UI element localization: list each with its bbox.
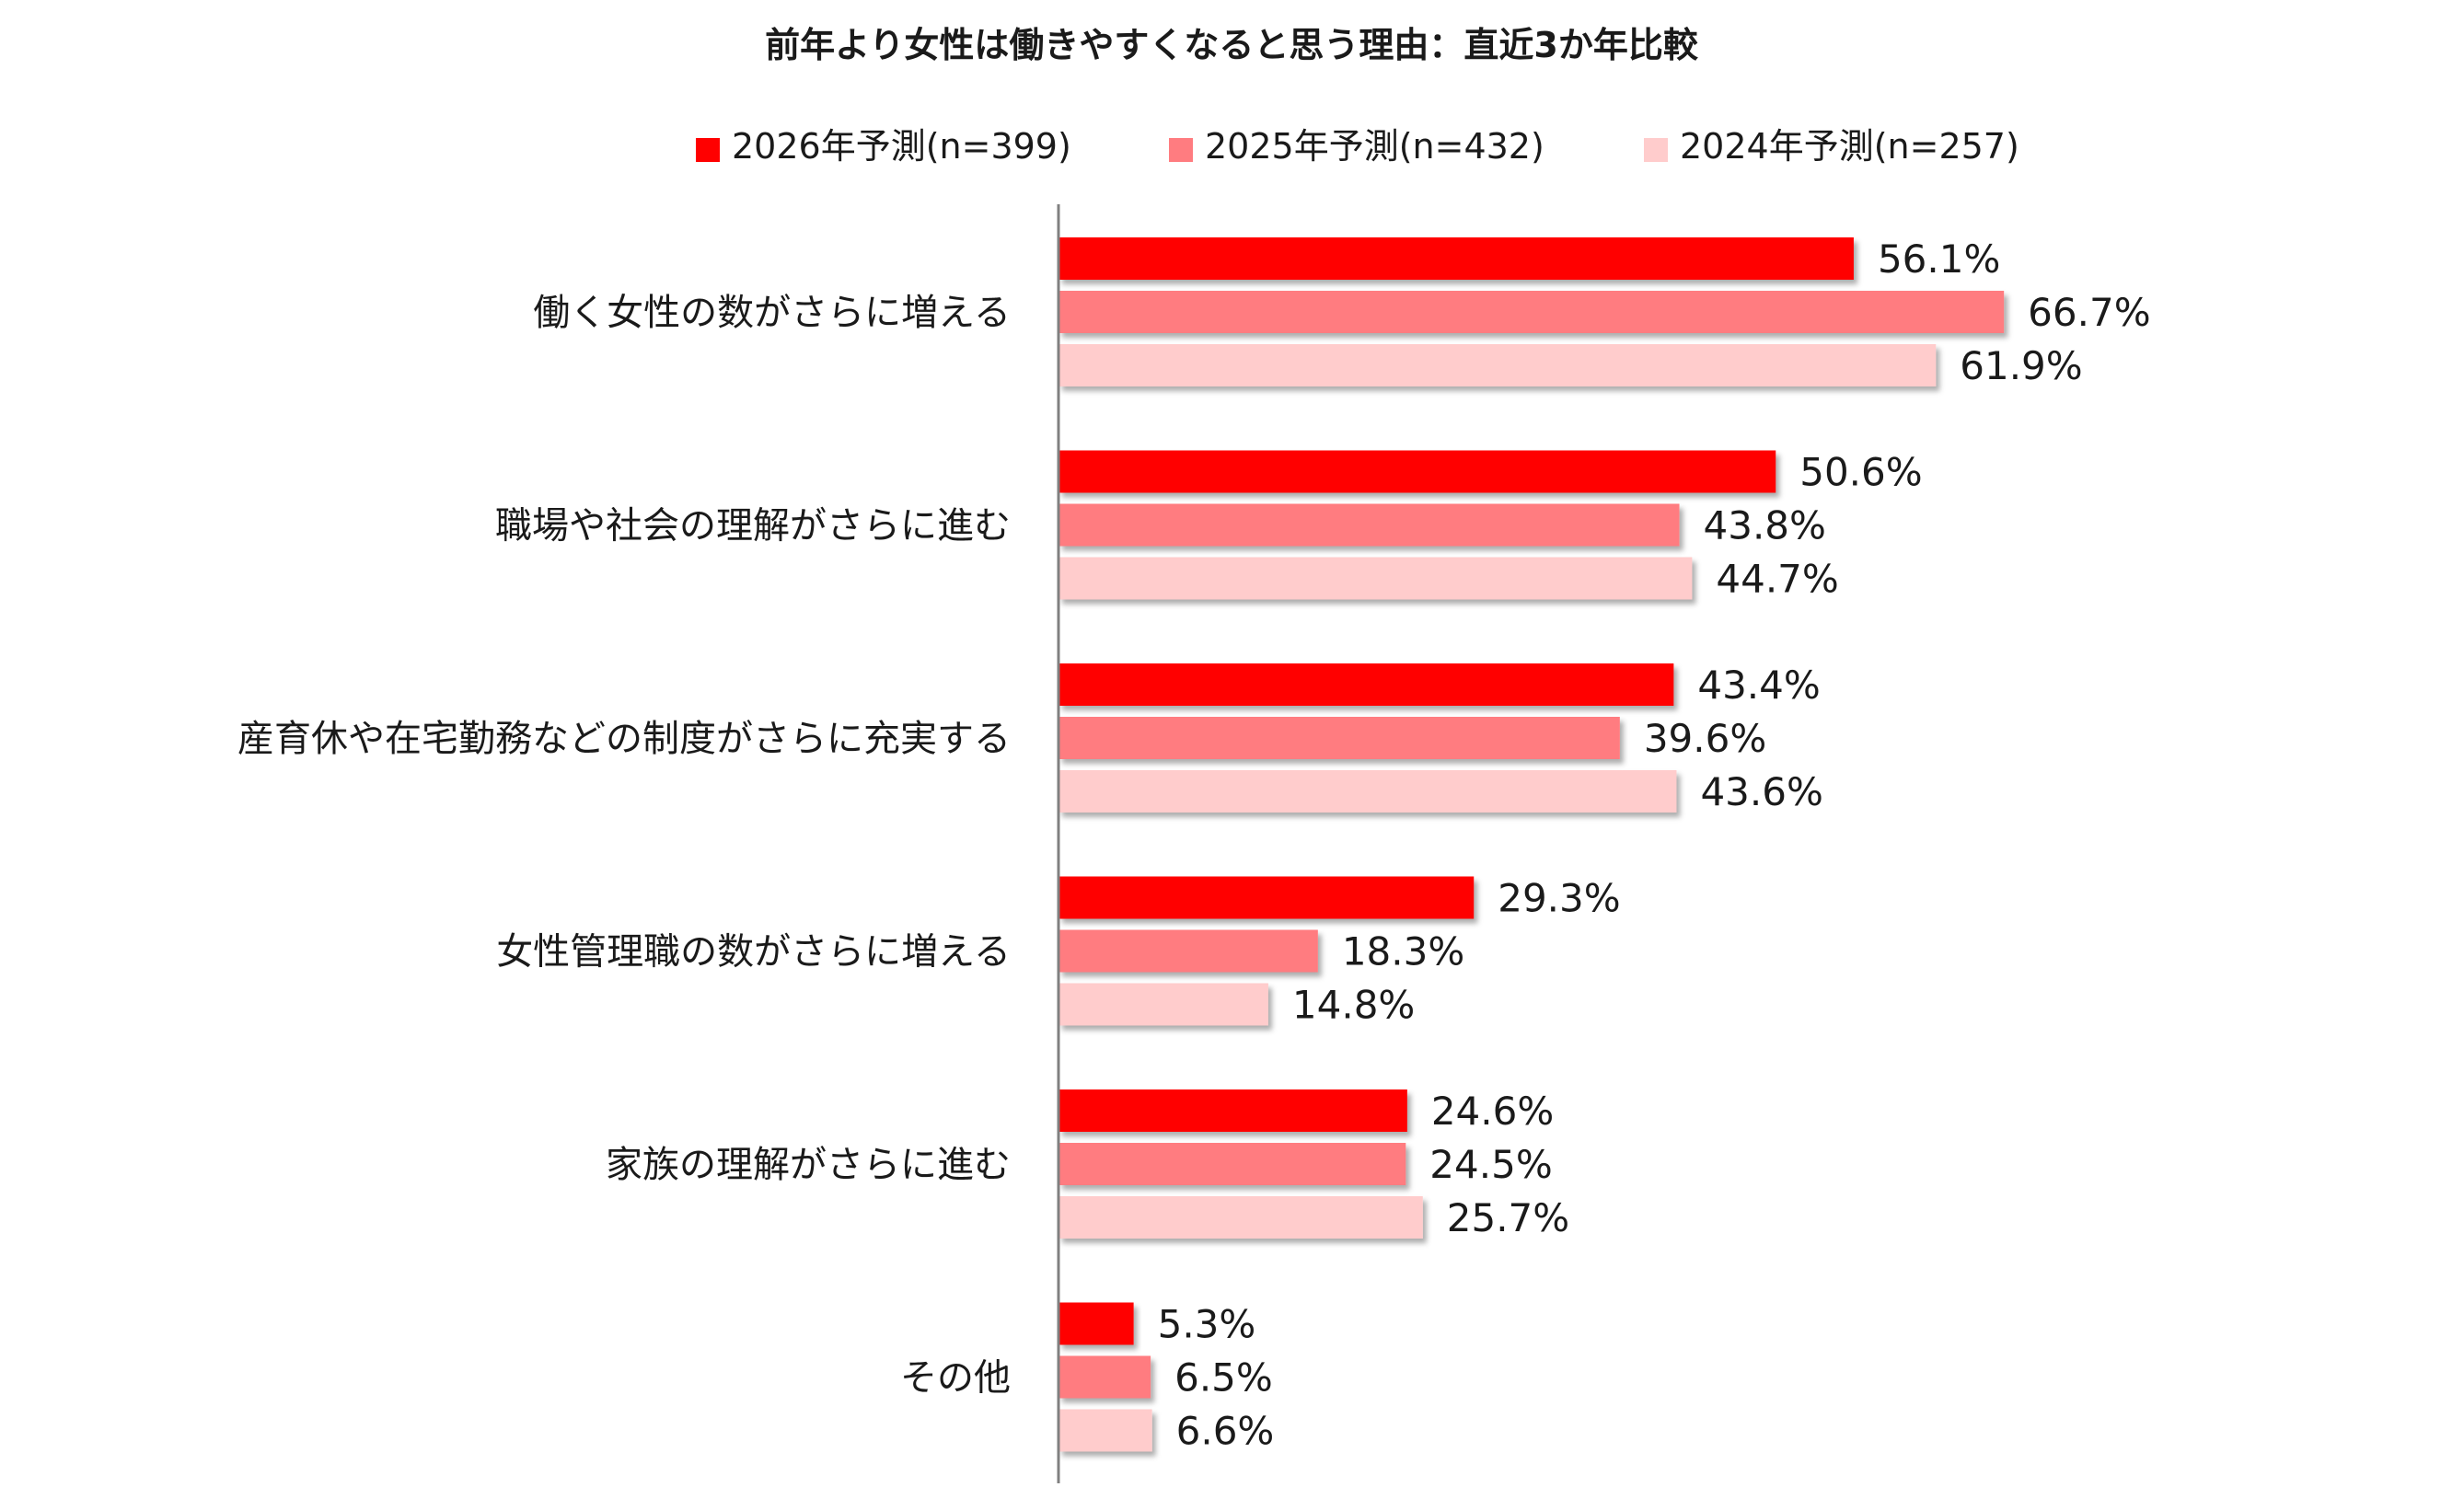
- bar: [1058, 344, 1937, 386]
- data-label: 50.6%: [1799, 450, 1922, 495]
- legend-swatch: [696, 138, 720, 162]
- bar: [1058, 876, 1475, 919]
- legend-swatch: [1644, 138, 1668, 162]
- category-label: 働く女性の数がさらに増える: [533, 292, 1011, 334]
- data-label: 39.6%: [1644, 716, 1766, 761]
- category-label: その他: [900, 1357, 1011, 1400]
- data-label: 6.6%: [1176, 1409, 1275, 1454]
- bar: [1058, 557, 1693, 600]
- data-label: 14.8%: [1292, 983, 1415, 1028]
- bar: [1058, 1355, 1151, 1399]
- bar: [1058, 1409, 1152, 1452]
- data-label: 66.7%: [2028, 290, 2150, 335]
- data-label: 18.3%: [1342, 929, 1464, 974]
- category-labels: 働く女性の数がさらに増える職場や社会の理解がさらに進む産育休や在宅勤務などの制度…: [237, 292, 1011, 1400]
- category-label: 職場や社会の理解がさらに進む: [495, 505, 1011, 548]
- bar: [1058, 237, 1854, 280]
- data-label: 44.7%: [1716, 557, 1838, 602]
- legend: 2026年予測(n=399) 2025年予測(n=432) 2024年予測(n=25…: [696, 126, 2019, 167]
- bar: [1058, 291, 2005, 333]
- data-label: 29.3%: [1498, 876, 1620, 921]
- bar: [1058, 929, 1318, 973]
- data-label: 43.4%: [1697, 663, 1820, 708]
- data-label: 43.6%: [1700, 769, 1822, 814]
- legend-swatch: [1169, 138, 1193, 162]
- category-label: 産育休や在宅勤務などの制度がさらに充実する: [237, 718, 1011, 760]
- data-label: 24.6%: [1431, 1089, 1554, 1134]
- data-label: 5.3%: [1158, 1302, 1256, 1347]
- data-labels: 56.1% 66.7% 61.9% 50.6% 43.8% 44.7% 43.4% 39.6%…: [1158, 236, 2151, 1454]
- bar: [1058, 1143, 1406, 1185]
- bar: [1058, 1302, 1134, 1345]
- bar: [1058, 717, 1620, 759]
- bars: [1058, 237, 2005, 1452]
- data-label: 6.5%: [1174, 1355, 1273, 1400]
- bar: [1058, 770, 1677, 813]
- legend-label: 2024年予測(n=257): [1680, 126, 2019, 167]
- bar: [1058, 450, 1776, 493]
- data-label: 24.5%: [1429, 1142, 1552, 1187]
- bar: [1058, 503, 1680, 547]
- category-label: 女性管理職の数がさらに増える: [496, 931, 1011, 974]
- legend-label: 2026年予測(n=399): [732, 126, 1071, 167]
- bar: [1058, 983, 1268, 1026]
- category-label: 家族の理解がさらに進む: [606, 1144, 1011, 1186]
- legend-label: 2025年予測(n=432): [1205, 126, 1544, 167]
- chart-title: 前年より女性は働きやすくなると思う理由：直近3か年比較: [765, 25, 1699, 65]
- data-label: 43.8%: [1704, 503, 1826, 548]
- data-label: 61.9%: [1960, 343, 2082, 388]
- data-label: 25.7%: [1447, 1195, 1569, 1240]
- bar: [1058, 663, 1674, 706]
- bar: [1058, 1196, 1423, 1239]
- data-label: 56.1%: [1878, 236, 2000, 282]
- bar: [1058, 1089, 1407, 1132]
